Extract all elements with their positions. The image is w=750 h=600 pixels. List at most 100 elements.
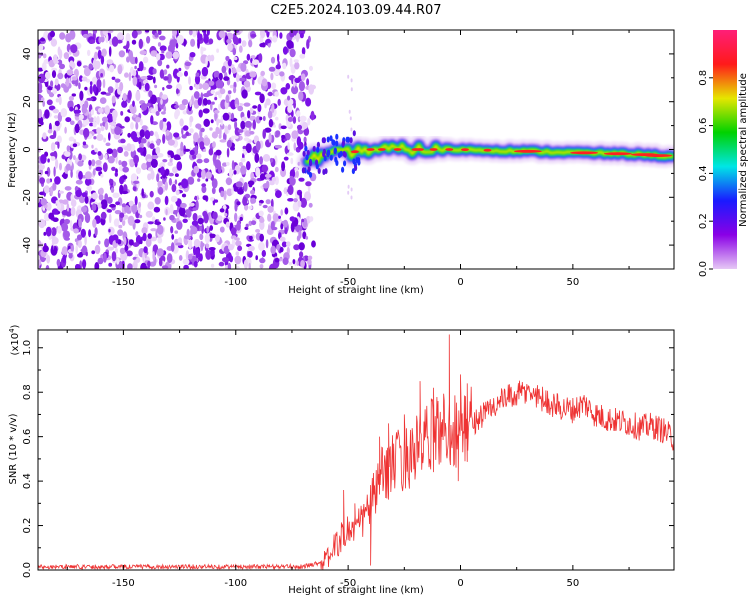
noise-speckle: [97, 257, 104, 265]
noise-speckle: [188, 30, 193, 36]
noise-speckle: [102, 162, 108, 173]
noise-speckle: [215, 149, 222, 156]
noise-speckle: [293, 101, 296, 109]
noise-speckle: [79, 90, 84, 101]
noise-speckle: [205, 249, 212, 260]
noise-speckle: [70, 199, 77, 208]
signal-flare: [322, 151, 326, 158]
noise-speckle: [141, 125, 148, 130]
noise-speckle: [165, 51, 173, 59]
noise-speckle: [238, 45, 243, 53]
noise-speckle: [301, 121, 308, 130]
signal-flare: [355, 157, 359, 163]
noise-speckle: [280, 223, 284, 230]
noise-speckle: [65, 77, 70, 87]
noise-speckle: [181, 99, 189, 106]
noise-speckle: [161, 94, 168, 100]
noise-speckle: [50, 142, 56, 152]
noise-speckle: [142, 56, 149, 64]
spectrogram-y-axis-label: Frequency (Hz): [7, 112, 18, 188]
noise-speckle: [248, 245, 255, 252]
noise-speckle: [106, 113, 114, 123]
noise-speckle: [147, 221, 154, 225]
noise-speckle: [164, 195, 169, 206]
noise-speckle: [240, 165, 247, 175]
noise-speckle: [49, 30, 56, 38]
noise-speckle: [78, 218, 82, 228]
noise-speckle: [231, 67, 237, 74]
noise-speckle: [220, 116, 224, 126]
noise-speckle: [170, 226, 174, 234]
noise-speckle: [202, 82, 210, 91]
y-tick-label: 20: [22, 95, 33, 108]
noise-speckle: [301, 47, 306, 56]
noise-speckle: [157, 224, 164, 235]
noise-speckle: [154, 32, 159, 38]
noise-speckle: [194, 74, 201, 85]
noise-speckle: [271, 176, 277, 182]
noise-speckle: [197, 178, 201, 182]
noise-speckle: [201, 47, 207, 52]
noise-speckle: [206, 225, 210, 234]
signal-flare: [343, 160, 347, 167]
noise-speckle: [66, 203, 70, 212]
noise-speckle: [146, 102, 151, 107]
noise-speckle: [127, 263, 133, 269]
noise-speckle: [130, 173, 138, 182]
noise-speckle: [92, 121, 97, 128]
signal-peak: [366, 148, 375, 151]
noise-speckle: [280, 167, 287, 178]
noise-speckle: [229, 168, 233, 179]
noise-speckle: [210, 263, 215, 268]
noise-speckle: [250, 172, 255, 180]
noise-speckle: [281, 161, 286, 172]
noise-speckle: [70, 169, 73, 178]
noise-speckle: [141, 188, 144, 197]
noise-speckle: [48, 105, 56, 111]
noise-speckle: [57, 72, 64, 80]
noise-speckle: [274, 91, 279, 97]
noise-speckle: [222, 257, 229, 263]
noise-speckle: [109, 122, 116, 126]
noise-speckle: [50, 152, 57, 157]
noise-speckle: [130, 131, 137, 140]
noise-speckle: [146, 36, 151, 44]
noise-speckle: [244, 226, 249, 230]
noise-speckle: [105, 33, 109, 44]
noise-speckle: [215, 79, 223, 89]
noise-speckle: [91, 250, 96, 255]
noise-speckle: [286, 152, 294, 156]
noise-speckle: [130, 106, 137, 114]
signal-flare: [307, 166, 311, 173]
noise-speckle: [240, 120, 246, 130]
signal-flare: [312, 145, 316, 152]
noise-speckle: [234, 212, 238, 222]
noise-speckle: [100, 211, 107, 220]
noise-speckle: [213, 70, 220, 79]
noise-speckle: [287, 198, 294, 202]
noise-speckle: [163, 105, 167, 113]
noise-speckle: [40, 198, 48, 206]
signal-flare: [326, 136, 330, 143]
noise-speckle: [209, 225, 214, 231]
noise-speckle: [122, 166, 129, 173]
noise-speckle: [161, 50, 165, 54]
noise-speckle: [170, 242, 175, 252]
noise-speckle: [38, 81, 43, 92]
noise-speckle: [148, 90, 153, 98]
noise-speckle: [75, 264, 80, 269]
noise-speckle: [160, 166, 165, 176]
noise-speckle: [101, 48, 107, 57]
noise-speckle: [141, 162, 148, 171]
noise-speckle: [85, 251, 88, 257]
noise-speckle: [188, 76, 191, 85]
noise-speckle: [149, 190, 154, 198]
noise-speckle: [79, 196, 85, 204]
noise-speckle: [124, 116, 130, 123]
noise-speckle: [46, 254, 51, 264]
noise-speckle: [42, 53, 47, 59]
noise-speckle: [292, 116, 297, 124]
noise-speckle: [92, 84, 97, 94]
x-tick-label: 0: [457, 578, 463, 589]
noise-speckle: [45, 226, 52, 237]
